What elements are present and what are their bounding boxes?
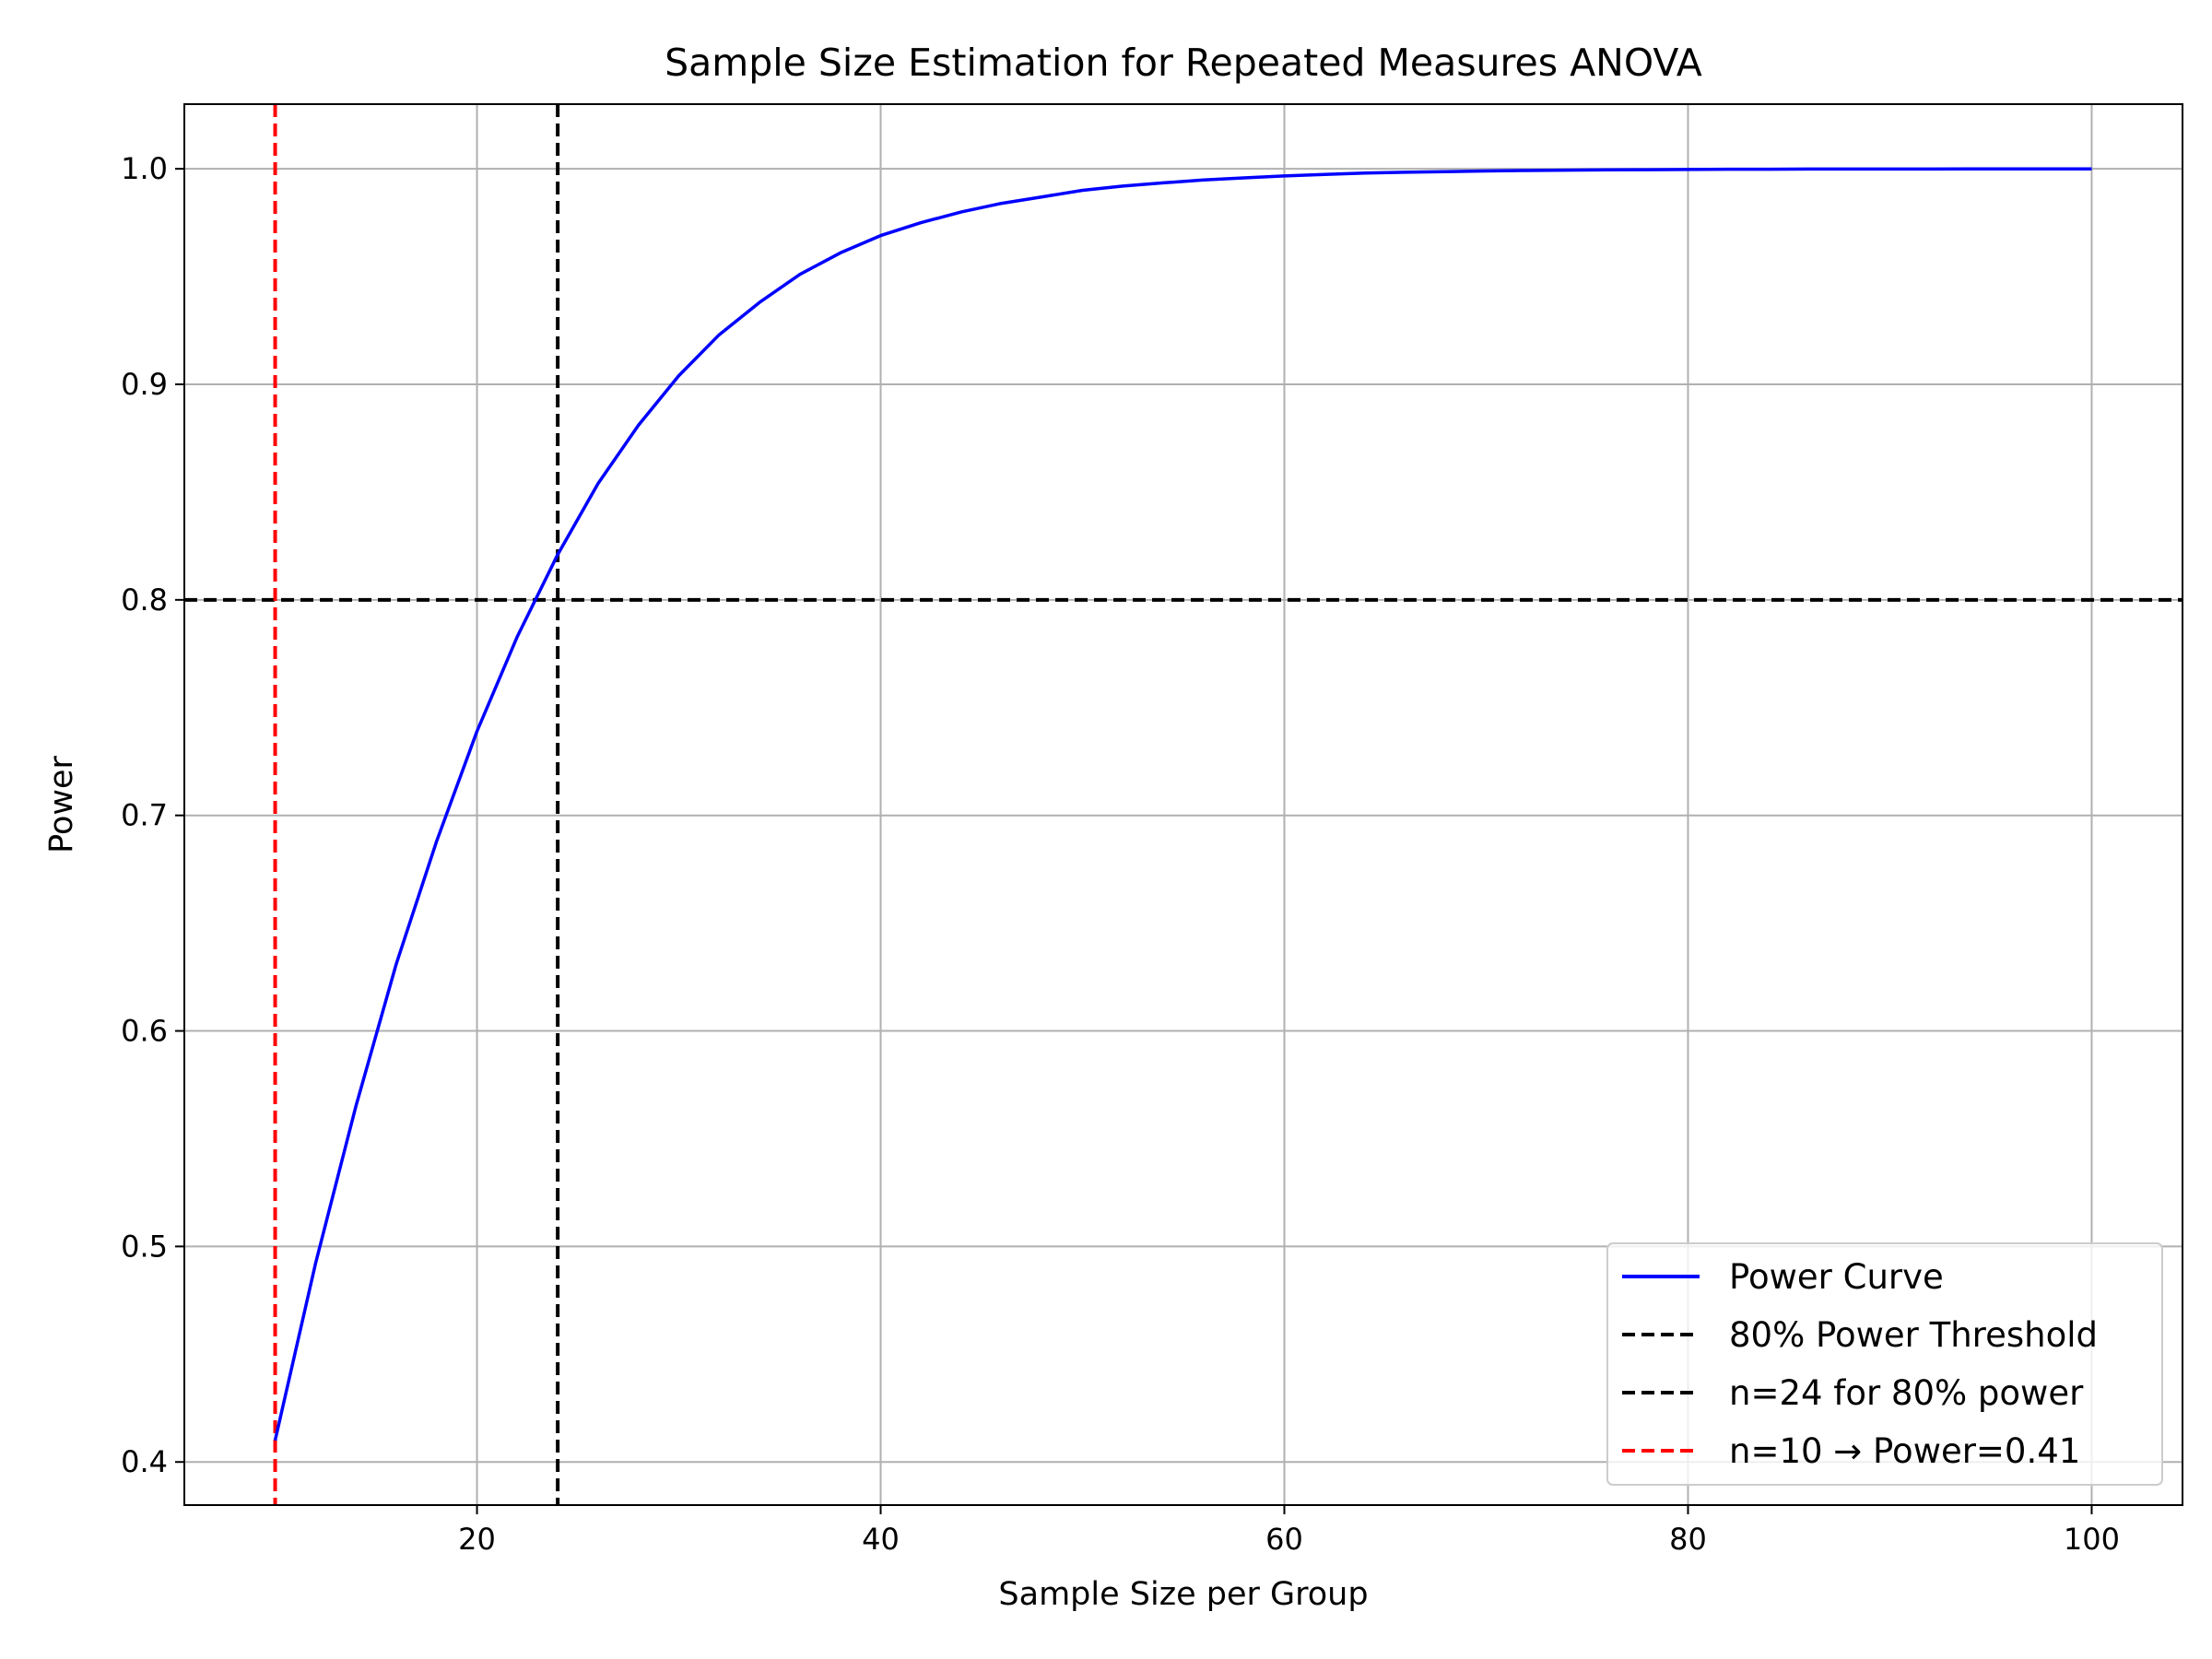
x-tick-label: 60	[1265, 1522, 1303, 1557]
legend: Power Curve 80% Power Threshold n=24 for 8…	[1606, 1242, 2163, 1486]
series-lines	[273, 167, 2092, 1441]
reference-lines	[184, 104, 2183, 1505]
legend-label: n=24 for 80% power	[1729, 1373, 2084, 1413]
y-tick-label: 0.6	[121, 1014, 168, 1049]
x-tick-label: 80	[1669, 1522, 1707, 1557]
axis-ticks: 20 40 60 80 100 0.4 0.5 0.6 0.7 0.8 0.9 1.0	[121, 151, 2120, 1557]
chart-title: Sample Size Estimation for Repeated Meas…	[665, 41, 1702, 85]
x-tick-label: 20	[458, 1522, 496, 1557]
legend-box	[1606, 1242, 2163, 1486]
legend-label: n=10 → Power=0.41	[1729, 1431, 2080, 1471]
y-axis-label: Power	[43, 755, 80, 853]
y-tick-label: 1.0	[121, 151, 168, 186]
y-tick-label: 0.8	[121, 582, 168, 618]
x-axis-label: Sample Size per Group	[998, 1576, 1368, 1613]
y-tick-label: 0.5	[121, 1229, 168, 1264]
legend-label: Power Curve	[1729, 1257, 1944, 1297]
y-tick-label: 0.7	[121, 798, 168, 833]
legend-label: 80% Power Threshold	[1729, 1315, 2098, 1355]
plot-frame	[183, 103, 2183, 1506]
x-tick-label: 100	[2064, 1522, 2120, 1557]
x-tick-label: 40	[862, 1522, 900, 1557]
power-curve-line	[273, 167, 2092, 1441]
y-tick-label: 0.9	[121, 367, 168, 402]
y-tick-label: 0.4	[121, 1444, 168, 1479]
